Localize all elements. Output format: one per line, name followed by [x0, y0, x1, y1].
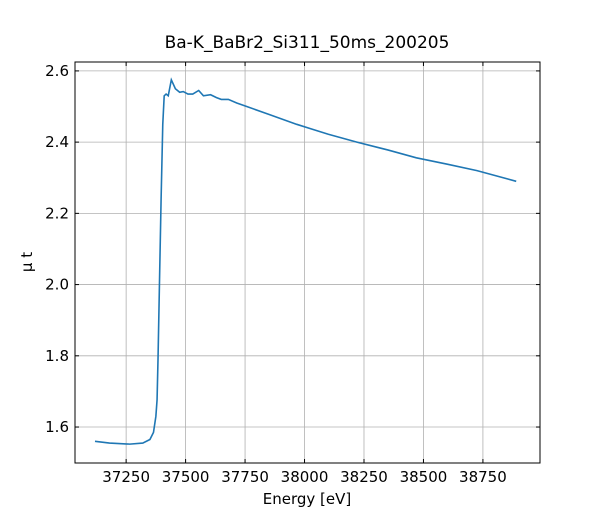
y-tick-label: 1.6 — [45, 418, 69, 436]
y-axis-label: μ t — [18, 252, 36, 272]
y-tick-label: 2.2 — [45, 204, 69, 222]
y-tick-label: 1.8 — [45, 347, 69, 365]
x-tick-label: 38750 — [459, 468, 507, 486]
data-line — [94, 77, 517, 445]
y-tick-label: 2.0 — [45, 276, 69, 294]
x-tick-label: 37500 — [162, 468, 210, 486]
x-tick-label: 38250 — [340, 468, 388, 486]
y-tick-label: 2.4 — [45, 133, 69, 151]
chart-title: Ba-K_BaBr2_Si311_50ms_200205 — [165, 33, 450, 53]
x-axis-label: Energy [eV] — [263, 490, 351, 508]
x-tick-label: 38500 — [400, 468, 448, 486]
plot-frame — [74, 61, 541, 464]
y-tick-label: 2.6 — [45, 62, 69, 80]
x-tick-label: 37250 — [102, 468, 150, 486]
x-tick-label: 38000 — [281, 468, 329, 486]
x-tick-label: 37750 — [221, 468, 269, 486]
